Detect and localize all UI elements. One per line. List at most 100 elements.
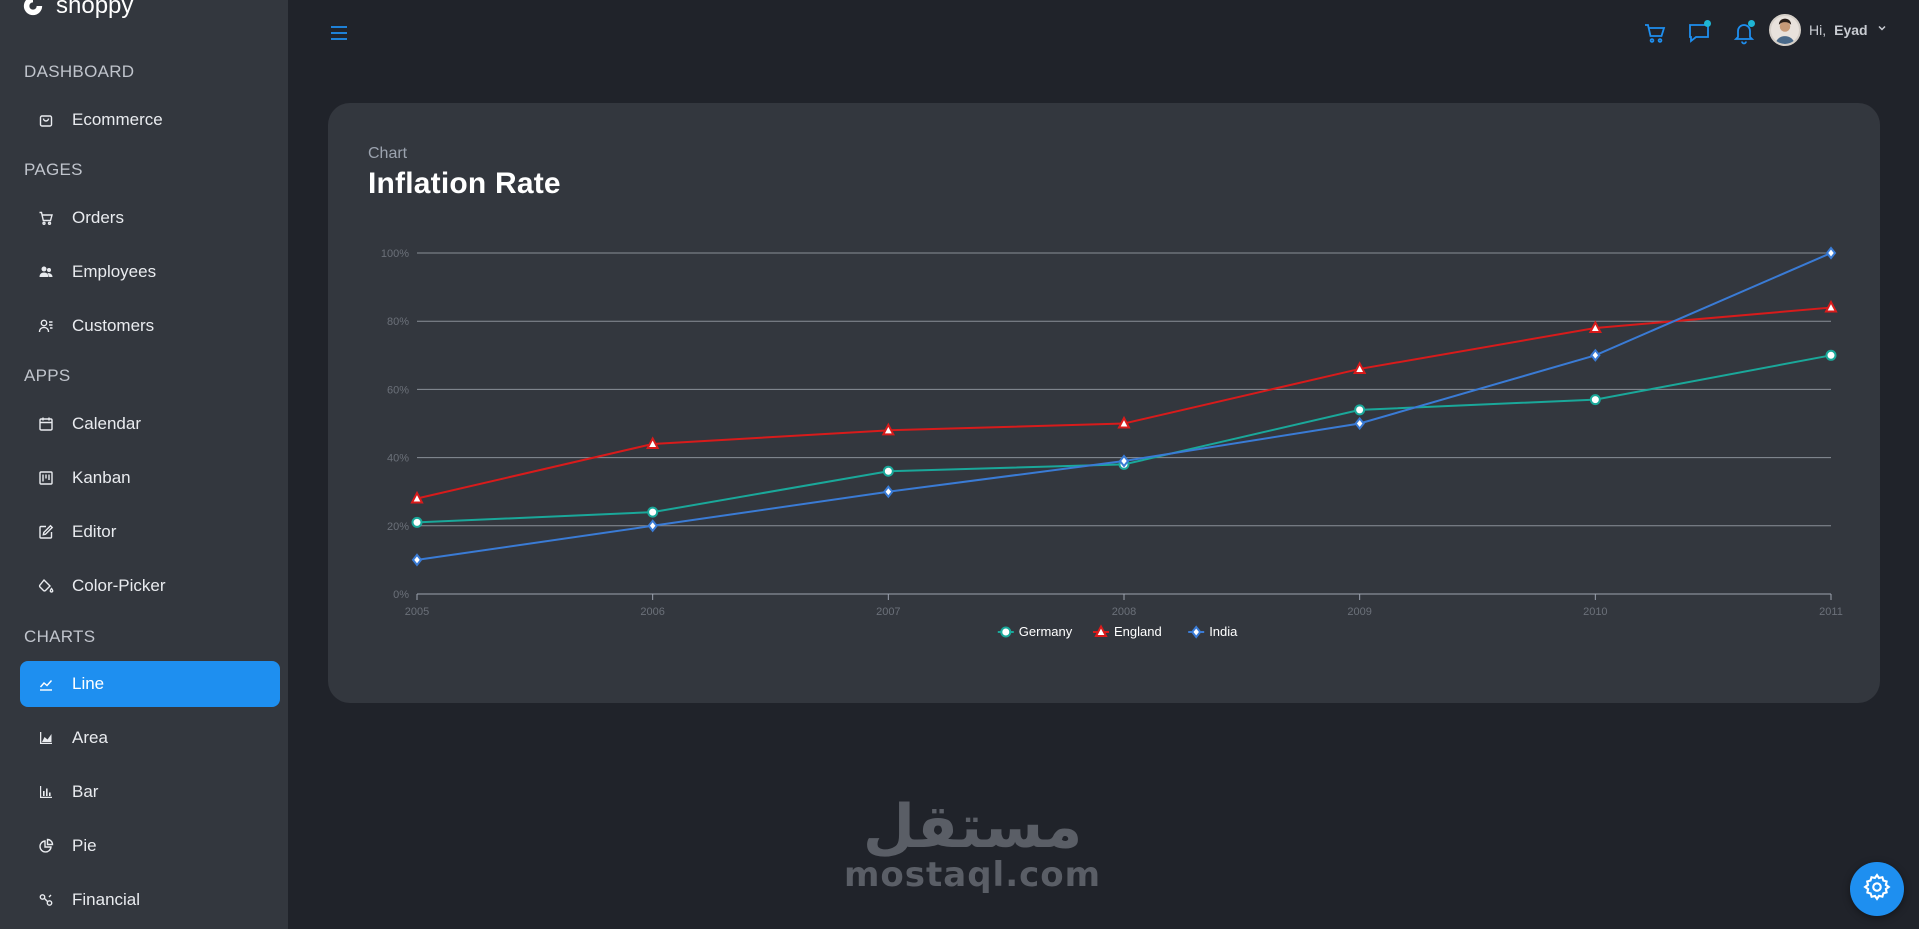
notification-bell-icon[interactable]	[1731, 20, 1757, 46]
customers-icon	[36, 316, 56, 336]
sidebar-item-label: Bar	[72, 782, 99, 801]
data-point-india	[1825, 246, 1837, 260]
app-name: shoppy	[56, 0, 134, 19]
cart-icon[interactable]	[1642, 20, 1668, 46]
card-title: Inflation Rate	[368, 167, 561, 200]
line-chart: 0% 20% 40% 60% 80% 100% 2005 2006 2007 2008 2009 20…	[381, 246, 1843, 639]
sidebar-item-pie[interactable]: Pie	[20, 823, 280, 869]
sidebar-item-bar[interactable]: Bar	[20, 769, 280, 815]
chevron-down-icon	[1876, 21, 1888, 39]
sidebar-item-label: Area	[72, 728, 108, 747]
shopping-bag-icon	[36, 110, 56, 130]
y-tick-label: 0%	[393, 589, 409, 601]
paint-bucket-icon	[36, 576, 56, 596]
sidebar-item-label: Editor	[72, 522, 117, 541]
data-point-india	[647, 519, 658, 533]
sidebar-item-label: Line	[72, 674, 105, 693]
sidebar-item-financial[interactable]: Financial	[20, 877, 280, 923]
data-point-england	[1117, 415, 1131, 429]
data-point-india	[883, 485, 894, 499]
watermark-latin: mostaql.com	[844, 855, 1102, 895]
sidebar-item-line[interactable]: Line	[20, 661, 280, 707]
topbar: Hi, Eyad	[288, 0, 1919, 64]
data-point-germany	[1589, 394, 1601, 406]
pie-chart-icon	[36, 836, 56, 856]
data-point-india	[411, 553, 423, 567]
legend-label-germany: Germany	[1019, 624, 1073, 639]
sidebar-item-label: Color-Picker	[72, 576, 166, 595]
x-tick-label: 2011	[1819, 606, 1843, 618]
sidebar-item-label: Pie	[72, 836, 97, 855]
sidebar-item-employees[interactable]: Employees	[20, 249, 280, 295]
legend-label-india: India	[1209, 624, 1238, 639]
section-pages: PAGES	[24, 160, 83, 179]
bar-chart-icon	[36, 782, 56, 802]
user-name: Eyad	[1834, 22, 1868, 38]
sidebar-item-label: Calendar	[72, 414, 141, 433]
data-point-india	[1354, 416, 1365, 431]
data-point-india	[1590, 348, 1601, 362]
sidebar: shoppy DASHBOARD Ecommerce PAGES Orders …	[0, 0, 288, 929]
section-charts: CHARTS	[24, 627, 96, 646]
legend-marker-india	[1190, 625, 1202, 639]
sidebar-item-label: Customers	[72, 316, 155, 335]
bell-notification-dot	[1748, 20, 1755, 27]
sidebar-item-orders[interactable]: Orders	[20, 195, 280, 241]
chart-card: Chart Inflation Rate 0% 20% 40% 60% 80% 100% 2…	[328, 103, 1880, 703]
employees-icon	[36, 262, 56, 282]
cart-icon	[36, 208, 56, 228]
data-point-england	[1588, 320, 1602, 334]
line-chart-icon	[36, 674, 56, 694]
x-tick-label: 2005	[405, 606, 429, 618]
legend-marker-germany	[1000, 626, 1012, 638]
sidebar-item-label: Kanban	[72, 468, 131, 487]
financial-icon	[36, 890, 56, 910]
sidebar-item-customers[interactable]: Customers	[20, 303, 280, 349]
logo-icon	[23, 0, 43, 16]
watermark: مستقل mostaql.com	[844, 797, 1101, 893]
sidebar-item-ecommerce[interactable]: Ecommerce	[20, 97, 280, 143]
data-point-england	[1824, 299, 1838, 313]
card-subtitle: Chart	[368, 145, 408, 162]
sidebar-item-color-picker[interactable]: Color-Picker	[20, 563, 280, 609]
sidebar-item-calendar[interactable]: Calendar	[20, 401, 280, 447]
y-tick-label: 100%	[381, 248, 409, 260]
app-logo[interactable]: shoppy	[22, 0, 133, 20]
area-chart-icon	[36, 728, 56, 748]
y-tick-label: 40%	[387, 453, 409, 465]
x-tick-label: 2007	[876, 606, 900, 618]
sidebar-item-area[interactable]: Area	[20, 715, 280, 761]
greeting-text: Hi,	[1809, 22, 1827, 38]
data-point-england	[410, 490, 424, 504]
section-dashboard: DASHBOARD	[24, 62, 135, 81]
sidebar-item-editor[interactable]: Editor	[20, 509, 280, 555]
data-point-england	[646, 436, 660, 449]
edit-icon	[36, 522, 56, 542]
sidebar-item-label: Employees	[72, 262, 157, 281]
data-point-germany	[411, 516, 423, 528]
kanban-icon	[36, 468, 56, 488]
x-tick-label: 2008	[1112, 606, 1136, 618]
user-profile-menu[interactable]: Hi, Eyad	[1769, 14, 1888, 46]
chat-icon[interactable]	[1686, 20, 1712, 46]
data-point-england	[881, 422, 895, 436]
calendar-icon	[36, 414, 56, 434]
sidebar-item-label: Financial	[72, 890, 141, 909]
sidebar-item-label: Ecommerce	[72, 110, 163, 129]
section-apps: APPS	[24, 366, 71, 385]
y-tick-label: 60%	[387, 384, 409, 396]
settings-button[interactable]	[1850, 862, 1904, 916]
x-tick-label: 2010	[1583, 606, 1607, 618]
x-tick-label: 2009	[1347, 606, 1371, 618]
y-tick-label: 80%	[387, 316, 409, 328]
legend-label-england: England	[1114, 624, 1162, 639]
sidebar-item-label: Orders	[72, 208, 124, 227]
legend-marker-england	[1094, 624, 1108, 637]
data-point-england	[1353, 361, 1367, 374]
series-line-germany	[416, 354, 1832, 524]
sidebar-item-kanban[interactable]: Kanban	[20, 455, 280, 501]
avatar	[1769, 14, 1801, 46]
data-point-india	[1118, 454, 1130, 468]
hamburger-menu-icon[interactable]	[328, 22, 350, 44]
data-point-germany	[647, 506, 659, 518]
